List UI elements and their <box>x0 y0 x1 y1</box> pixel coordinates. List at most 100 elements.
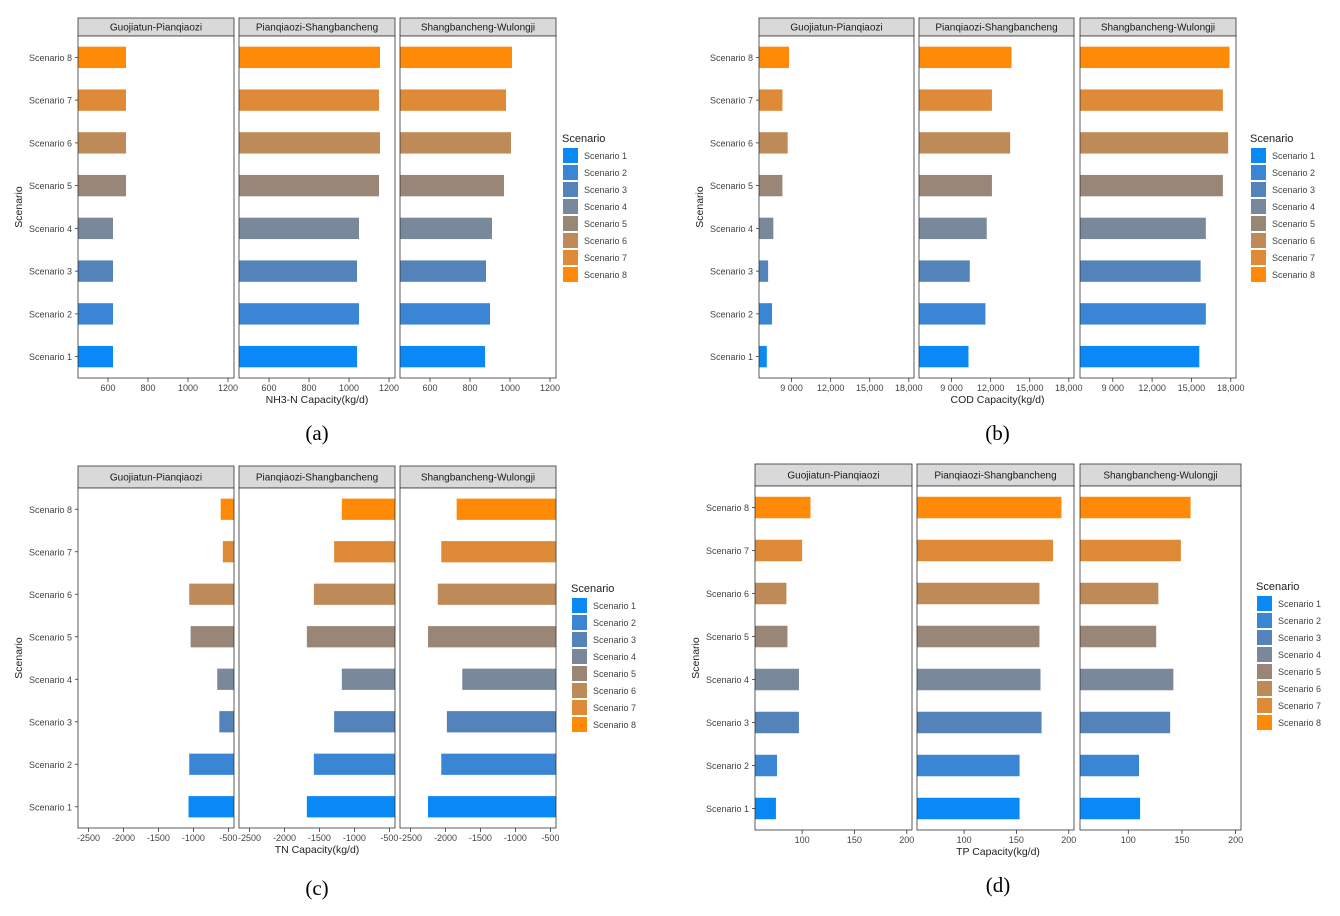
x-tick-label: -1000 <box>182 833 205 843</box>
facet-shangbancheng-wulongji: Shangbancheng-Wulongji -2500 -2000 -1500 -10… <box>399 465 559 843</box>
bar-scenario-1 <box>1080 345 1200 368</box>
legend-swatch <box>572 615 587 630</box>
legend-label: Scenario 2 <box>1272 168 1315 178</box>
bar-scenario-3 <box>239 260 357 282</box>
bar-scenario-2 <box>400 303 490 325</box>
bar-scenario-1 <box>427 796 556 818</box>
legend-label: Scenario 5 <box>1278 667 1321 677</box>
bar-scenario-4 <box>1080 217 1206 240</box>
bar-scenario-2 <box>759 303 773 325</box>
facet-guojiatun-pianqiaozi: Guojiatun-Pianqiaozi 100 150 200 <box>754 463 914 845</box>
bar-scenario-5 <box>755 625 788 648</box>
bar-scenario-4 <box>462 668 556 690</box>
legend-label: Scenario 1 <box>1278 599 1321 609</box>
facet-border <box>399 35 557 379</box>
y-tick-label: Scenario 3 <box>29 267 72 277</box>
facet-border <box>238 35 396 379</box>
legend-label: Scenario 8 <box>593 720 636 730</box>
bar-scenario-6 <box>78 132 126 154</box>
y-axis-title: Scenario <box>13 186 25 228</box>
y-tick-label: Scenario 1 <box>29 352 72 362</box>
x-tick-label: 9 000 <box>780 383 803 393</box>
bar-scenario-4 <box>239 217 359 240</box>
bar-scenario-2 <box>1080 754 1140 777</box>
bar-scenario-5 <box>78 174 126 197</box>
bar-scenario-7 <box>759 89 783 111</box>
facet-border <box>238 487 396 829</box>
legend-label: Scenario 4 <box>1272 202 1315 212</box>
legend-label: Scenario 2 <box>593 618 636 628</box>
legend-title: Scenario <box>562 133 605 145</box>
facet-title: Shangbancheng-Wulongji <box>421 473 535 484</box>
x-tick-label: 200 <box>1228 835 1243 845</box>
bar-scenario-5 <box>400 174 504 197</box>
bar-scenario-4 <box>217 668 234 690</box>
legend-swatch <box>1251 233 1266 248</box>
x-tick-label: 100 <box>1121 835 1136 845</box>
bar-scenario-2 <box>917 754 1020 777</box>
facet-border <box>399 487 557 829</box>
bar-scenario-3 <box>1080 711 1171 734</box>
bar-scenario-3 <box>759 260 769 282</box>
bar-scenario-2 <box>919 303 986 325</box>
legend-swatch <box>563 199 578 214</box>
x-tick-label: 15,000 <box>1016 383 1044 393</box>
legend-label: Scenario 2 <box>584 168 627 178</box>
bar-scenario-7 <box>1080 539 1181 562</box>
bar-scenario-2 <box>189 753 234 775</box>
y-tick-label: Scenario 2 <box>706 761 749 771</box>
x-tick-label: 150 <box>847 835 862 845</box>
facet-plot-area <box>1080 36 1236 378</box>
legend-label: Scenario 3 <box>1278 633 1321 643</box>
legend-swatch <box>563 148 578 163</box>
legend-swatch <box>563 165 578 180</box>
legend-label: Scenario 1 <box>1272 151 1315 161</box>
x-tick-label: 1000 <box>178 383 198 393</box>
facet-guojiatun-pianqiaozi: Guojiatun-Pianqiaozi 600 800 1000 1200 <box>77 17 238 393</box>
bar-scenario-7 <box>917 539 1054 562</box>
x-tick-label: 9 000 <box>940 383 963 393</box>
legend-swatch <box>1257 664 1272 679</box>
facet-title: Guojiatun-Pianqiaozi <box>110 23 202 34</box>
x-axis-title: TP Capacity(kg/d) <box>956 846 1040 858</box>
legend-swatch <box>1257 596 1272 611</box>
facet-title: Guojiatun-Pianqiaozi <box>110 473 202 484</box>
panel-label: (d) <box>986 873 1011 897</box>
facet-plot-area <box>759 36 914 378</box>
bar-scenario-4 <box>78 217 113 240</box>
facet-pianqiaozi-shangbancheng: Pianqiaozi-Shangbancheng 100 150 200 <box>916 463 1076 845</box>
legend-swatch <box>572 632 587 647</box>
bar-scenario-6 <box>313 583 395 605</box>
bar-scenario-6 <box>755 582 787 605</box>
legend-label: Scenario 5 <box>593 669 636 679</box>
legend-swatch <box>1257 647 1272 662</box>
x-axis-title: NH3-N Capacity(kg/d) <box>266 394 369 406</box>
y-tick-label: Scenario 3 <box>710 267 753 277</box>
x-tick-label: 600 <box>261 383 276 393</box>
x-tick-label: -2000 <box>434 833 457 843</box>
x-tick-label: -2000 <box>273 833 296 843</box>
bar-scenario-8 <box>1080 46 1230 69</box>
x-tick-label: 1000 <box>500 383 520 393</box>
facet-plot-area <box>400 488 556 828</box>
legend-swatch <box>563 267 578 282</box>
y-tick-label: Scenario 4 <box>29 224 72 234</box>
legend-swatch <box>572 666 587 681</box>
legend-title: Scenario <box>1256 581 1299 593</box>
x-tick-label: -1000 <box>504 833 527 843</box>
bar-scenario-6 <box>919 132 1011 154</box>
legend-label: Scenario 3 <box>593 635 636 645</box>
y-tick-label: Scenario 7 <box>710 96 753 106</box>
x-tick-label: -2000 <box>112 833 135 843</box>
legend-swatch <box>1251 165 1266 180</box>
bar-scenario-1 <box>759 345 767 368</box>
y-tick-label: Scenario 2 <box>29 760 72 770</box>
x-tick-label: -2500 <box>238 833 261 843</box>
bar-scenario-6 <box>759 132 788 154</box>
x-tick-label: 600 <box>422 383 437 393</box>
y-axis-title: Scenario <box>13 637 25 679</box>
y-tick-label: Scenario 5 <box>29 181 72 191</box>
y-tick-label: Scenario 4 <box>29 675 72 685</box>
bar-scenario-3 <box>78 260 113 282</box>
